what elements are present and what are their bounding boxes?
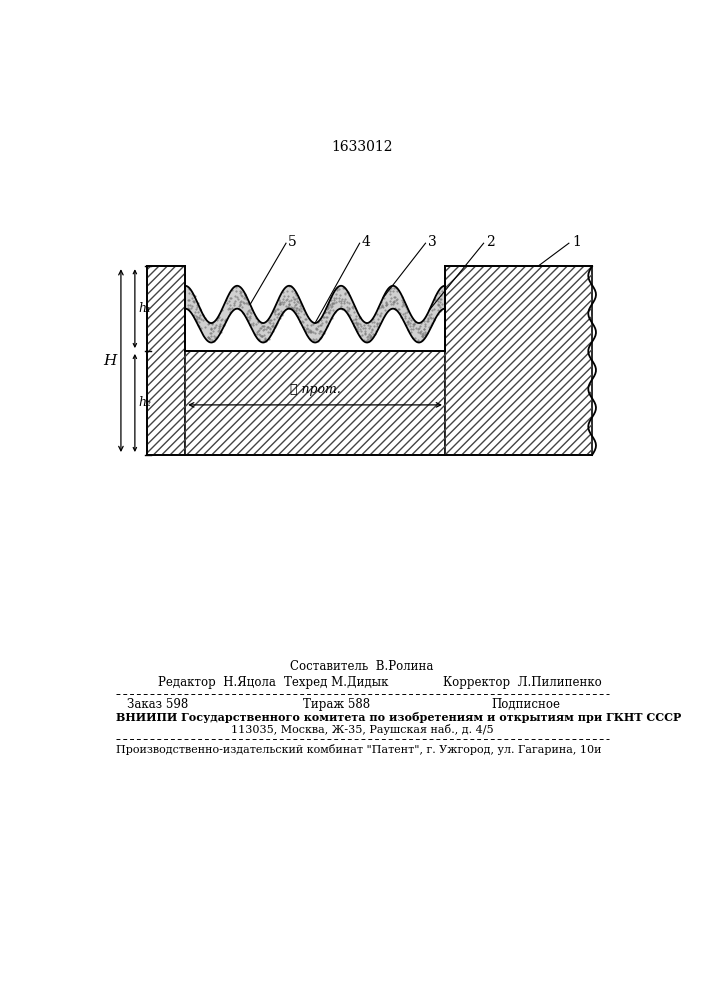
Text: h₂: h₂ [138, 396, 151, 409]
Text: ВНИИПИ Государственного комитета по изобретениям и открытиям при ГКНТ СССР: ВНИИПИ Государственного комитета по изоб… [115, 712, 681, 723]
Text: H: H [103, 354, 117, 368]
Text: Редактор  Н.Яцола: Редактор Н.Яцола [158, 676, 276, 689]
Text: Составитель  В.Ролина: Составитель В.Ролина [291, 660, 433, 673]
Text: 1: 1 [573, 235, 582, 249]
Text: 3: 3 [428, 235, 437, 249]
Text: ℓ прот.: ℓ прот. [290, 383, 341, 396]
Text: Производственно-издательский комбинат "Патент", г. Ужгород, ул. Гагарина, 10и: Производственно-издательский комбинат "П… [115, 744, 601, 755]
Text: h₁: h₁ [138, 302, 151, 315]
Text: 113035, Москва, Ж-35, Раушская наб., д. 4/5: 113035, Москва, Ж-35, Раушская наб., д. … [230, 724, 493, 735]
Polygon shape [185, 351, 445, 455]
Text: 1633012: 1633012 [331, 140, 392, 154]
Polygon shape [185, 286, 445, 343]
Text: 5: 5 [288, 235, 297, 249]
Text: Заказ 598: Заказ 598 [127, 698, 188, 711]
Text: Корректор  Л.Пилипенко: Корректор Л.Пилипенко [443, 676, 602, 689]
Text: Тираж 588: Тираж 588 [303, 698, 370, 711]
Text: Подписное: Подписное [491, 698, 561, 711]
Polygon shape [146, 266, 185, 455]
Text: 2: 2 [486, 235, 495, 249]
Text: 4: 4 [362, 235, 371, 249]
Polygon shape [445, 266, 592, 455]
Text: Техред М.Дидык: Техред М.Дидык [284, 676, 389, 689]
